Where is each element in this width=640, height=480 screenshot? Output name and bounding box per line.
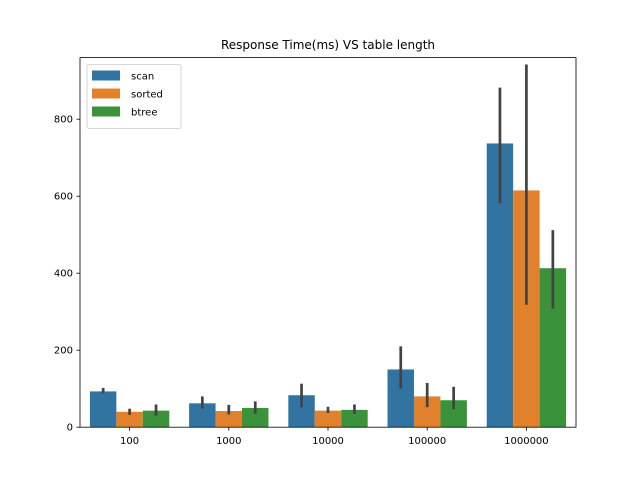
y-tick-label-800: 800 [54,115,73,126]
y-axis: 0 200 400 600 800 [54,115,80,434]
error-bars-group [101,64,555,416]
legend-swatch-sorted [92,88,120,99]
chart-title: Response Time(ms) VS table length [221,38,435,52]
x-axis: 100 1000 10000 100000 1000000 [120,427,549,447]
x-tick-label-100: 100 [120,436,139,447]
y-tick-label-0: 0 [67,423,73,434]
legend-swatch-scan [92,70,120,81]
legend-swatch-btree [92,106,120,117]
x-tick-label-10000: 10000 [312,436,344,447]
x-tick-label-100000: 100000 [408,436,446,447]
legend: scan sorted btree [86,64,182,129]
y-tick-label-400: 400 [54,269,73,280]
bar-btree-100 [142,410,170,428]
legend-label-btree: btree [131,108,157,119]
bar-scan-1000 [189,403,216,428]
legend-label-scan: scan [131,72,154,83]
bar-sorted-100 [116,411,143,428]
x-tick-label-1000000: 1000000 [504,436,549,447]
x-tick-label-1000: 1000 [216,436,241,447]
bar-btree-10000 [341,409,368,428]
bar-sorted-1000 [215,411,243,428]
y-tick-label-600: 600 [54,192,73,203]
bar-btree-1000 [242,407,269,428]
y-tick-label-200: 200 [54,346,73,357]
bar-sorted-10000 [314,410,342,428]
legend-label-sorted: sorted [131,90,163,101]
bar-scan-100 [89,391,117,428]
bars-group [89,143,567,428]
plot-frame [79,57,577,428]
